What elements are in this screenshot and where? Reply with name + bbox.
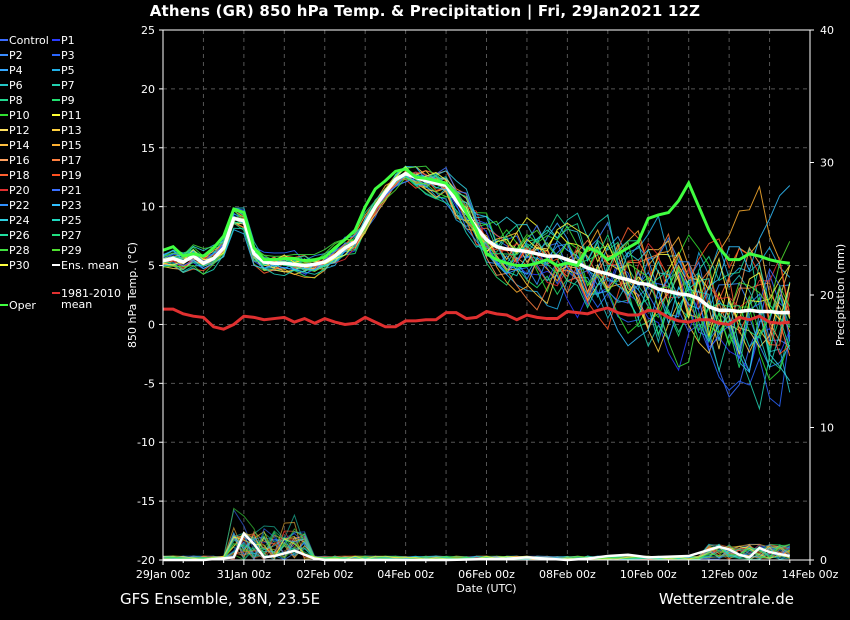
footer-source: Wetterzentrale.de	[658, 590, 794, 608]
legend-label: P23	[61, 199, 82, 212]
y-tick-label: 20	[141, 83, 155, 96]
x-tick-label: 06Feb 00z	[458, 568, 515, 581]
legend-label: P22	[9, 199, 30, 212]
y-tick-label: 5	[148, 260, 155, 273]
legend-label: P29	[61, 244, 82, 257]
legend-label: Control	[9, 34, 49, 47]
ensemble-member-line	[162, 174, 791, 370]
legend-label: P14	[9, 139, 30, 152]
y-tick-label: 15	[141, 142, 155, 155]
y2-tick-label: 30	[820, 157, 834, 170]
legend-label: P20	[9, 184, 30, 197]
axis-layer: 25 20 15 10 5 0 -5 -10 -15 -20 40 30 20 10 0 29Jan 00z 3…	[126, 24, 847, 595]
y-tick-label: 0	[148, 318, 155, 331]
legend-label: P2	[9, 49, 23, 62]
legend-label: Oper	[9, 299, 36, 312]
series-line-oper	[162, 167, 790, 268]
legend-label: P30	[9, 259, 30, 272]
x-tick-label: 02Feb 00z	[296, 568, 353, 581]
legend-label: P21	[61, 184, 82, 197]
y-axis-label: 850 hPa Temp. (°C)	[126, 242, 139, 348]
x-axis-label: Date (UTC)	[456, 582, 516, 595]
legend-label: P19	[61, 169, 82, 182]
y-tick-label: -10	[137, 436, 155, 449]
legend-label: P7	[61, 79, 75, 92]
legend-label: P26	[9, 229, 30, 242]
legend-label: P24	[9, 214, 30, 227]
legend-label: Ens. mean	[61, 259, 119, 272]
y2-axis-label: Precipitation (mm)	[834, 244, 847, 346]
series-line-precip-ensemble-mean	[163, 531, 791, 562]
legend-label: P11	[61, 109, 82, 122]
legend-label: P12	[9, 124, 30, 137]
x-tick-label: 08Feb 00z	[539, 568, 596, 581]
legend-label: P5	[61, 64, 75, 77]
legend-label: P1	[61, 34, 75, 47]
legend-label: P18	[9, 169, 30, 182]
grid-layer	[162, 29, 811, 561]
x-tick-label: 12Feb 00z	[701, 568, 758, 581]
legend-label: P15	[61, 139, 82, 152]
legend-label: P10	[9, 109, 30, 122]
legend-label: P9	[61, 94, 75, 107]
legend-label: 1981-2010	[61, 287, 121, 300]
ensemble-member-line	[162, 165, 791, 347]
ensemble-member-line	[162, 178, 791, 370]
legend-label: P4	[9, 64, 23, 77]
y2-tick-label: 20	[820, 289, 834, 302]
y-tick-label: -20	[137, 554, 155, 567]
y-tick-label: -15	[137, 495, 155, 508]
legend-label: mean	[61, 298, 92, 311]
legend-label: P6	[9, 79, 23, 92]
y2-tick-label: 0	[820, 554, 827, 567]
x-tick-label: 04Feb 00z	[377, 568, 434, 581]
x-tick-label: 10Feb 00z	[620, 568, 677, 581]
footer-model-location: GFS Ensemble, 38N, 23.5E	[120, 590, 321, 608]
legend-label: P17	[61, 154, 82, 167]
legend: Control P1 P2 P3 P4 P5 P6 P7 P8 P9 P10 P11 P12 P13 P14…	[0, 34, 121, 312]
x-tick-label: 14Feb 00z	[782, 568, 839, 581]
y-tick-label: 25	[141, 24, 155, 37]
series-layer	[162, 167, 791, 562]
x-tick-label: 29Jan 00z	[136, 568, 190, 581]
legend-label: P16	[9, 154, 30, 167]
y2-tick-label: 40	[820, 24, 834, 37]
chart-title: Athens (GR) 850 hPa Temp. & Precipitatio…	[149, 2, 701, 20]
legend-label: P25	[61, 214, 82, 227]
y-tick-label: 10	[141, 201, 155, 214]
plot-frame	[162, 29, 811, 561]
legend-label: P13	[61, 124, 82, 137]
legend-label: P28	[9, 244, 30, 257]
legend-label: P8	[9, 94, 23, 107]
legend-label: P27	[61, 229, 82, 242]
series-line-1981-2010-mean	[163, 306, 790, 331]
legend-label: P3	[61, 49, 75, 62]
x-tick-label: 31Jan 00z	[217, 568, 271, 581]
y-tick-label: -5	[144, 377, 155, 390]
y2-tick-label: 10	[820, 422, 834, 435]
ensemble-member-line	[162, 176, 791, 368]
